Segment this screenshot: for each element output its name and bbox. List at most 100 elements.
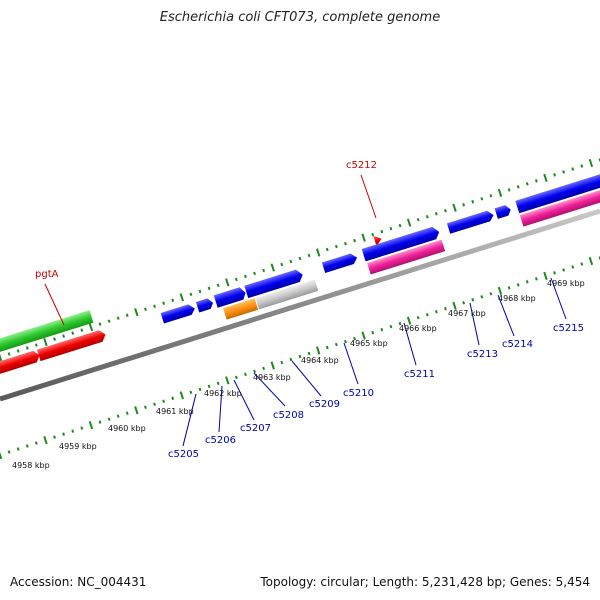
minor-tick	[34, 343, 38, 347]
minor-tick	[280, 262, 284, 267]
major-tick	[452, 203, 457, 212]
minor-tick	[289, 357, 293, 362]
minor-tick	[562, 170, 566, 174]
minor-tick	[325, 345, 329, 350]
minor-tick	[244, 274, 247, 279]
major-tick	[406, 316, 412, 325]
gene-label-c5209[interactable]: c5209	[309, 399, 340, 410]
minor-tick	[344, 339, 347, 344]
gene-c5208-feature[interactable]	[244, 268, 304, 299]
gene-label-c5213[interactable]: c5213	[467, 349, 498, 360]
gene-c5209-feature[interactable]	[223, 298, 259, 320]
major-tick	[88, 421, 94, 430]
minor-tick	[25, 346, 29, 350]
major-tick	[0, 451, 3, 460]
major-tick	[315, 346, 321, 355]
gene-label-c5207[interactable]: c5207	[240, 423, 271, 434]
gene-c5215a-feature[interactable]	[515, 173, 600, 214]
minor-tick	[53, 337, 56, 341]
minor-tick	[516, 283, 520, 287]
minor-tick	[262, 366, 266, 371]
minor-tick	[344, 241, 347, 246]
minor-tick	[7, 352, 11, 356]
gene-labels: pgtA c5212 c5205 c5206 c5207 c5208 c5209…	[35, 160, 584, 460]
minor-tick	[107, 417, 111, 421]
minor-tick	[398, 321, 402, 326]
minor-tick	[534, 179, 538, 183]
gene-c5206-feature[interactable]	[195, 297, 215, 313]
gene-c5215-feature[interactable]	[519, 187, 600, 227]
gene-label-c5206[interactable]: c5206	[205, 435, 236, 446]
major-tick	[134, 308, 139, 317]
major-tick	[0, 353, 3, 362]
gene-c5211-feature[interactable]	[367, 239, 446, 275]
gene-c5212-feature[interactable]	[373, 234, 383, 247]
gene-red-2-feature[interactable]	[36, 329, 107, 362]
gene-label-c5212[interactable]: c5212	[346, 160, 377, 171]
gene-label-c5215[interactable]: c5215	[553, 323, 584, 334]
minor-tick	[307, 351, 311, 356]
minor-tick	[580, 164, 584, 168]
gene-label-c5205[interactable]: c5205	[168, 449, 199, 460]
major-tick	[225, 376, 230, 385]
gene-label-pgtA[interactable]: pgtA	[35, 269, 59, 280]
gene-label-c5211[interactable]: c5211	[404, 369, 435, 380]
reverse-tick-track	[0, 256, 600, 460]
minor-tick	[471, 298, 475, 302]
minor-tick	[425, 312, 429, 317]
major-tick	[43, 435, 48, 445]
minor-tick	[216, 283, 220, 288]
minor-tick	[353, 238, 356, 243]
minor-tick	[71, 429, 75, 433]
minor-tick	[62, 432, 66, 436]
minor-tick	[562, 268, 566, 272]
minor-tick	[444, 209, 447, 213]
gene-label-c5208[interactable]: c5208	[273, 410, 304, 421]
minor-tick	[62, 334, 66, 338]
gene-label-c5214[interactable]: c5214	[502, 339, 533, 350]
minor-tick	[480, 197, 484, 201]
gene-c5207-feature[interactable]	[213, 286, 247, 308]
scale-label: 4964 kbp	[301, 356, 339, 365]
major-tick	[543, 271, 548, 281]
minor-tick	[525, 280, 529, 284]
minor-tick	[489, 292, 493, 296]
gene-red-1-feature[interactable]	[0, 349, 41, 383]
major-tick	[497, 286, 503, 295]
scale-label: 4960 kbp	[108, 424, 146, 433]
gene-c5205-feature[interactable]	[160, 303, 197, 324]
major-tick	[361, 331, 366, 340]
topology-label: Topology: circular; Length: 5,231,428 bp…	[260, 575, 590, 589]
gene-c5211a-feature[interactable]	[361, 225, 441, 262]
minor-tick	[507, 188, 511, 192]
scale-labels: 4958 kbp 4959 kbp 4960 kbp 4961 kbp 4962…	[12, 279, 585, 470]
minor-tick	[125, 313, 129, 317]
minor-tick	[189, 390, 193, 395]
minor-tick	[234, 375, 238, 380]
minor-tick	[144, 307, 147, 311]
minor-tick	[298, 256, 302, 261]
minor-tick	[162, 301, 166, 306]
gene-c5209b-feature[interactable]	[255, 279, 319, 310]
gene-pgtA-feature[interactable]	[0, 310, 94, 363]
reverse-leader-lines	[182, 277, 567, 447]
minor-tick	[334, 342, 338, 347]
minor-tick	[253, 369, 256, 374]
minor-tick	[462, 203, 466, 207]
major-tick	[406, 218, 412, 227]
minor-tick	[380, 327, 384, 332]
minor-tick	[553, 173, 556, 177]
scale-label: 4967 kbp	[448, 309, 486, 318]
major-tick	[497, 188, 503, 197]
major-tick	[543, 173, 548, 183]
minor-tick	[434, 309, 438, 314]
minor-tick	[434, 211, 438, 216]
minor-tick	[198, 289, 202, 294]
gene-c5214-feature[interactable]	[494, 204, 513, 219]
minor-tick	[207, 286, 211, 291]
gene-c5210-feature[interactable]	[321, 252, 359, 273]
gene-c5213-feature[interactable]	[446, 209, 495, 234]
gene-label-c5210[interactable]: c5210	[343, 388, 374, 399]
scale-label: 4969 kbp	[547, 279, 585, 288]
